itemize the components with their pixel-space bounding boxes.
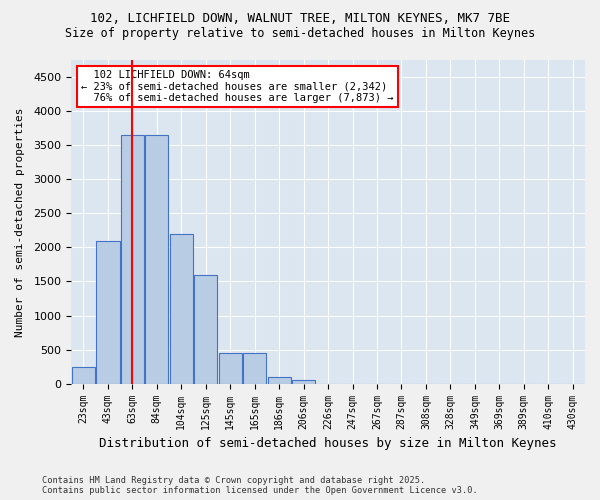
Bar xyxy=(72,366,95,384)
Bar xyxy=(145,135,169,384)
Text: Size of property relative to semi-detached houses in Milton Keynes: Size of property relative to semi-detach… xyxy=(65,28,535,40)
Bar xyxy=(292,380,315,384)
Bar xyxy=(96,240,119,384)
Bar xyxy=(268,377,291,384)
Text: Contains HM Land Registry data © Crown copyright and database right 2025.
Contai: Contains HM Land Registry data © Crown c… xyxy=(42,476,478,495)
Bar xyxy=(243,353,266,384)
Bar xyxy=(218,353,242,384)
Text: 102, LICHFIELD DOWN, WALNUT TREE, MILTON KEYNES, MK7 7BE: 102, LICHFIELD DOWN, WALNUT TREE, MILTON… xyxy=(90,12,510,26)
Bar xyxy=(121,135,144,384)
Y-axis label: Number of semi-detached properties: Number of semi-detached properties xyxy=(15,107,25,336)
Bar xyxy=(170,234,193,384)
X-axis label: Distribution of semi-detached houses by size in Milton Keynes: Distribution of semi-detached houses by … xyxy=(100,437,557,450)
Text: 102 LICHFIELD DOWN: 64sqm
← 23% of semi-detached houses are smaller (2,342)
  76: 102 LICHFIELD DOWN: 64sqm ← 23% of semi-… xyxy=(82,70,394,103)
Bar xyxy=(194,274,217,384)
